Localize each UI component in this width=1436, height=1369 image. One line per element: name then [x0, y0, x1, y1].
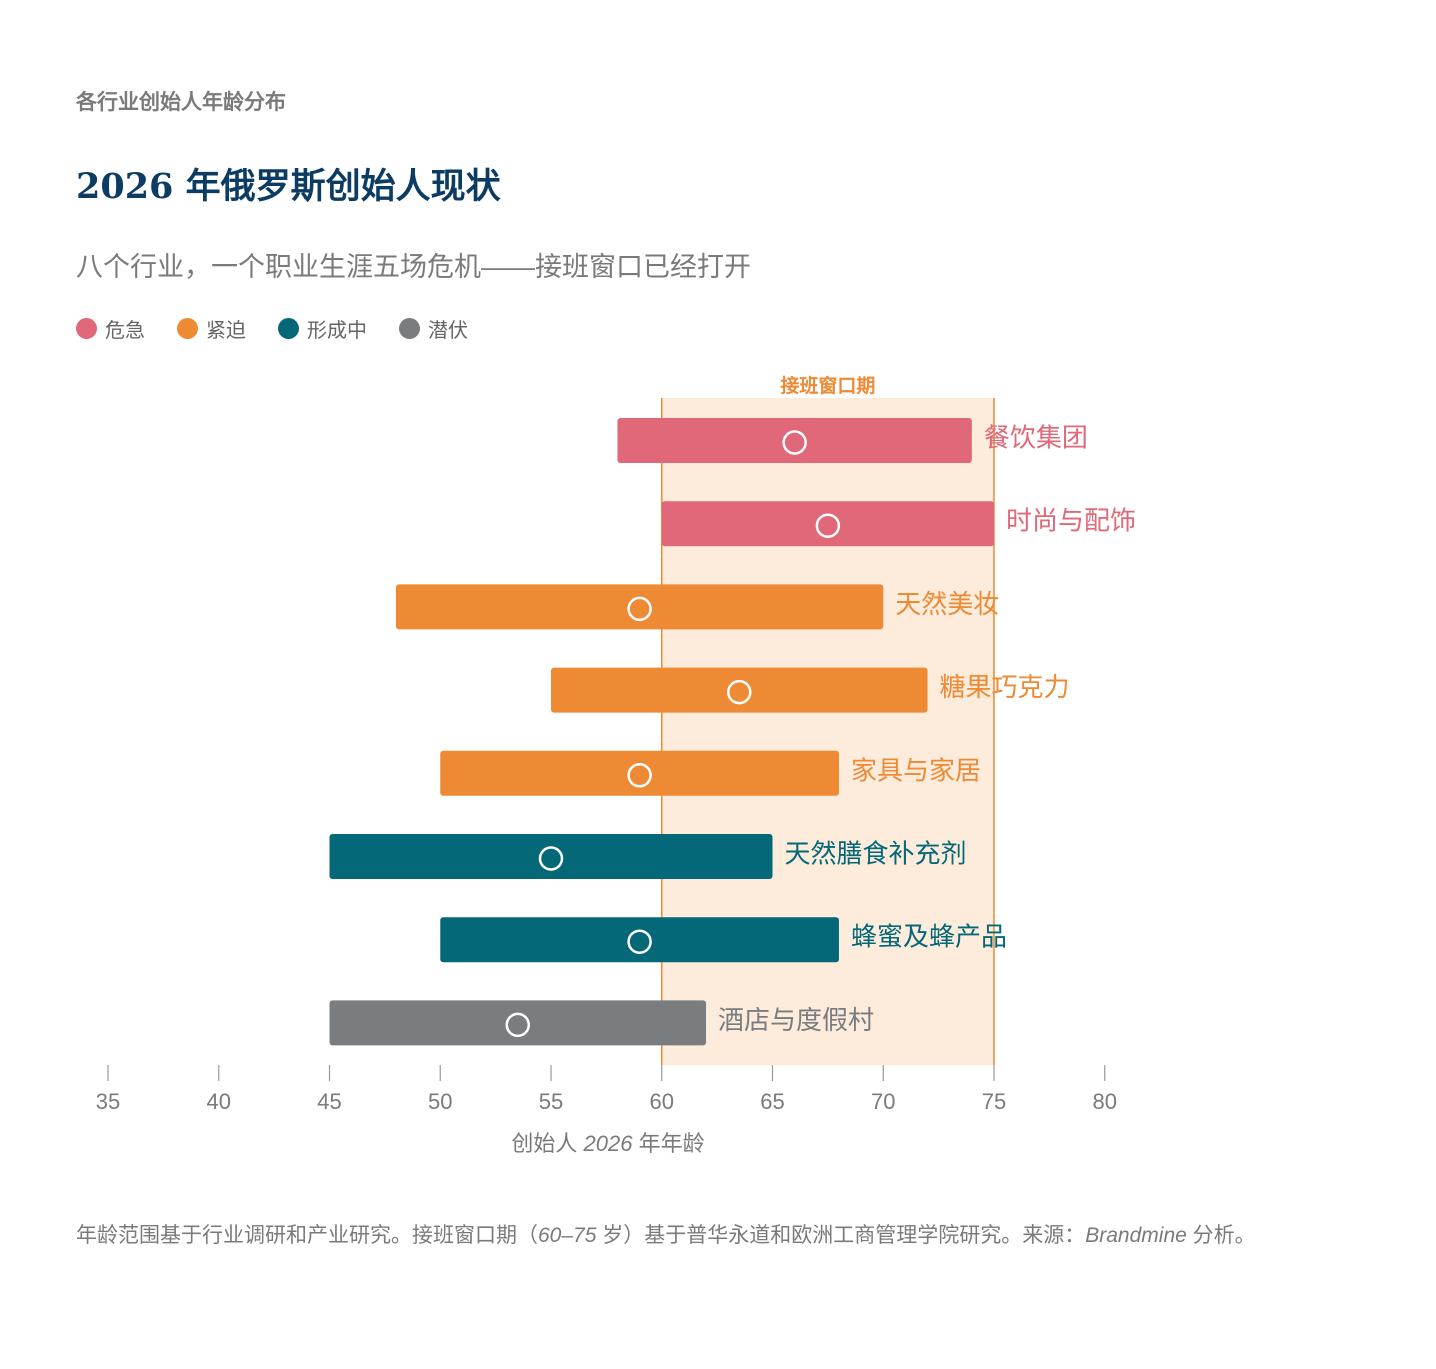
succession-window-band [661, 398, 994, 1065]
bar-label: 餐饮集团 [984, 423, 1088, 453]
x-tick-label: 55 [539, 1089, 563, 1114]
range-bar [551, 667, 928, 713]
range-bar [395, 584, 884, 630]
bar-label: 时尚与配饰 [1006, 506, 1136, 536]
footnote-range: 60–75 [538, 1224, 597, 1247]
legend-dot-icon [177, 318, 198, 339]
legend-dot-icon [278, 318, 299, 339]
chart-subtitle: 八个行业，一个职业生涯五场危机——接班窗口已经打开 [76, 252, 751, 282]
x-tick-label: 80 [1093, 1089, 1117, 1114]
footnote-source: Brandmine [1085, 1224, 1187, 1247]
x-tick-label: 60 [650, 1089, 674, 1114]
x-tick-label: 40 [207, 1089, 231, 1114]
median-marker [505, 1012, 531, 1038]
x-tick-label: 70 [871, 1089, 895, 1114]
legend-item-forming: 形成中 [278, 314, 367, 343]
range-bar [661, 501, 994, 547]
median-marker [782, 430, 807, 455]
bar-label: 天然膳食补充剂 [785, 839, 967, 869]
x-tick-label: 50 [428, 1089, 452, 1114]
range-bar [440, 750, 839, 796]
range-bar [440, 917, 839, 963]
x-tick-label: 65 [760, 1089, 784, 1114]
legend-label: 形成中 [307, 320, 367, 342]
legend-dot-icon [76, 318, 97, 339]
bar-label: 家具与家居 [851, 755, 981, 785]
range-bar [329, 1000, 707, 1046]
range-bar [329, 834, 773, 879]
footnote-part2: 岁）基于普华永道和欧洲工商管理学院研究。来源： [596, 1224, 1086, 1247]
legend-item-urgent: 紧迫 [177, 314, 246, 343]
x-tick-label: 75 [982, 1089, 1006, 1114]
bar-label: 酒店与度假村 [718, 1005, 874, 1035]
median-marker [627, 596, 652, 622]
footnote: 年龄范围基于行业调研和产业研究。接班窗口期（60–75 岁）基于普华永道和欧洲工… [76, 1220, 1366, 1252]
legend-label: 危急 [105, 320, 145, 342]
footnote-part3: 分析。 [1186, 1224, 1256, 1247]
legend-dot-icon [399, 318, 420, 339]
x-axis-label-year: 2026 [583, 1131, 633, 1156]
legend-label: 紧迫 [206, 320, 246, 342]
bar-label: 蜂蜜及蜂产品 [851, 922, 1007, 952]
median-marker [627, 763, 652, 788]
median-marker [815, 513, 841, 538]
median-marker [627, 929, 652, 954]
chart-kicker: 各行业创始人年龄分布 [76, 91, 286, 114]
chart-title: 2026 年俄罗斯创始人现状 [76, 166, 501, 207]
bar-label: 天然美妆 [895, 589, 999, 619]
x-axis-label-post: 年年龄 [632, 1131, 705, 1156]
x-tick-label: 35 [96, 1089, 120, 1114]
range-chart: 接班窗口期餐饮集团时尚与配饰天然美妆糖果巧克力家具与家居天然膳食补充剂蜂蜜及蜂产… [96, 374, 1136, 1114]
x-axis-label-pre: 创始人 [511, 1131, 584, 1156]
legend-item-critical: 危急 [76, 314, 145, 343]
legend-label: 潜伏 [428, 320, 468, 342]
band-label: 接班窗口期 [780, 374, 875, 397]
footnote-part1: 年龄范围基于行业调研和产业研究。接班窗口期（ [76, 1224, 538, 1247]
median-marker [727, 679, 752, 705]
x-tick-label: 45 [317, 1089, 341, 1114]
x-axis-label: 创始人 2026 年年龄 [0, 1126, 1216, 1158]
legend: 危急 紧迫 形成中 潜伏 [76, 314, 468, 343]
range-bar [617, 418, 972, 463]
median-marker [538, 846, 564, 871]
legend-item-latent: 潜伏 [399, 314, 468, 343]
bar-label: 糖果巧克力 [940, 672, 1070, 702]
